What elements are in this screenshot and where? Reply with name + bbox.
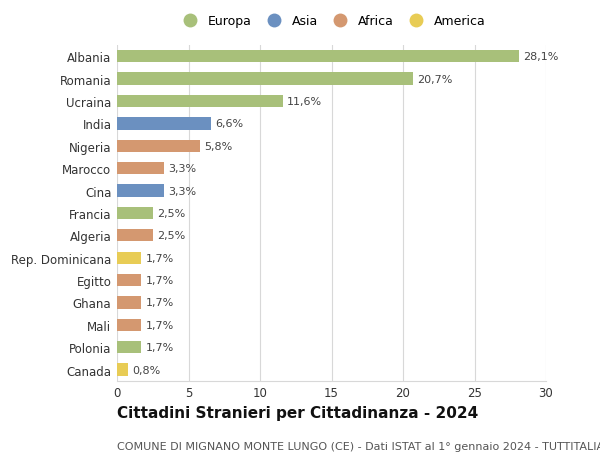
Bar [117,341,142,353]
Bar [117,185,164,197]
Text: 3,3%: 3,3% [169,186,197,196]
Legend: Europa, Asia, Africa, America: Europa, Asia, Africa, America [178,15,485,28]
Bar [117,297,142,309]
Bar [117,207,153,219]
Text: 1,7%: 1,7% [146,320,174,330]
Text: 20,7%: 20,7% [418,74,452,84]
Text: 3,3%: 3,3% [169,164,197,174]
Bar [117,140,200,152]
Text: 11,6%: 11,6% [287,97,322,107]
Bar [117,319,142,331]
Text: 1,7%: 1,7% [146,342,174,353]
Text: COMUNE DI MIGNANO MONTE LUNGO (CE) - Dati ISTAT al 1° gennaio 2024 - TUTTITALIA.: COMUNE DI MIGNANO MONTE LUNGO (CE) - Dat… [117,441,600,451]
Bar [117,95,283,108]
Bar [117,73,413,85]
Text: 1,7%: 1,7% [146,253,174,263]
Text: 2,5%: 2,5% [157,231,185,241]
Text: 0,8%: 0,8% [133,365,161,375]
Bar [117,230,153,242]
Bar [117,162,164,175]
Text: 6,6%: 6,6% [215,119,244,129]
Text: 5,8%: 5,8% [204,141,232,151]
Bar [117,252,142,264]
Bar [117,51,519,63]
Bar [117,118,211,130]
Bar [117,274,142,286]
Text: 28,1%: 28,1% [523,52,559,62]
Text: Cittadini Stranieri per Cittadinanza - 2024: Cittadini Stranieri per Cittadinanza - 2… [117,405,478,420]
Bar [117,364,128,376]
Text: 2,5%: 2,5% [157,208,185,218]
Text: 1,7%: 1,7% [146,298,174,308]
Text: 1,7%: 1,7% [146,275,174,285]
